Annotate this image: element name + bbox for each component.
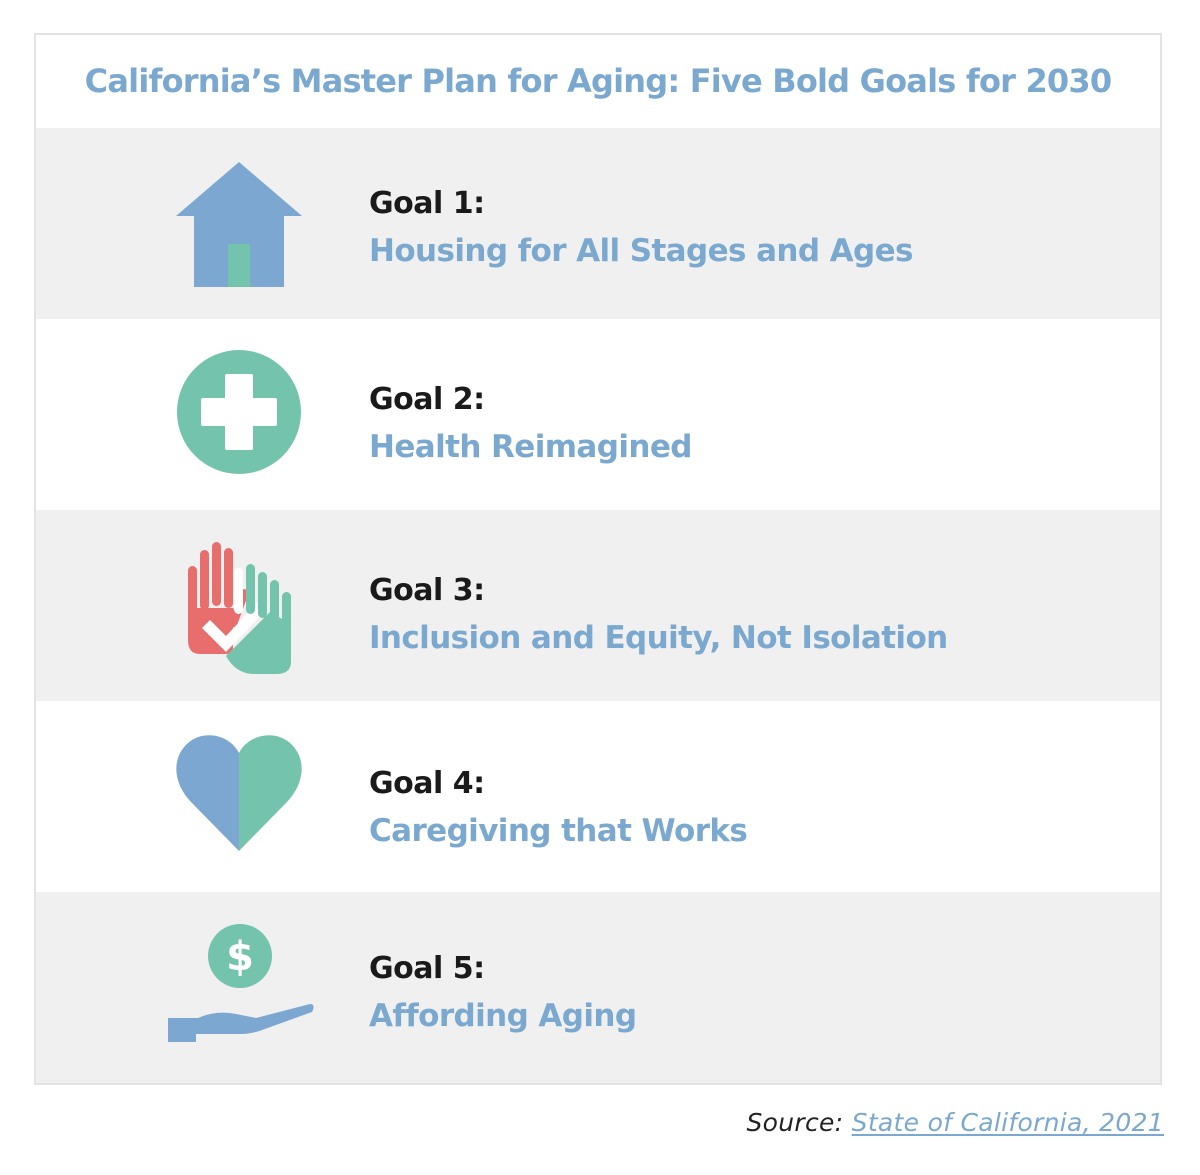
goal-label: Goal 4: [369, 766, 485, 801]
goal-row-4: Goal 4: Caregiving that Works [36, 701, 1160, 892]
goal-name: Inclusion and Equity, Not Isolation [369, 620, 948, 656]
goal-row-3: Goal 3: Inclusion and Equity, Not Isolat… [36, 510, 1160, 701]
raised-hands-icon [164, 528, 314, 678]
goal-text-2: Goal 2: Health Reimagined [369, 381, 692, 467]
goal-row-1: Goal 1: Housing for All Stages and Ages [36, 128, 1160, 319]
house-icon [164, 150, 314, 300]
goal-row-5: $ Goal 5: Affording Aging [36, 892, 1160, 1083]
svg-text:$: $ [226, 934, 254, 980]
goal-label: Goal 2: [369, 382, 485, 417]
dollar-hand-icon: $ [156, 912, 326, 1062]
goal-name: Affording Aging [369, 998, 637, 1034]
goal-label: Goal 1: [369, 186, 485, 221]
title-bar: California’s Master Plan for Aging: Five… [36, 35, 1160, 128]
medical-cross-icon [164, 337, 314, 487]
goals-panel: California’s Master Plan for Aging: Five… [34, 33, 1162, 1085]
source-prefix: Source: [746, 1108, 852, 1137]
goal-row-2: Goal 2: Health Reimagined [36, 319, 1160, 510]
heart-icon [164, 719, 314, 869]
goal-label: Goal 3: [369, 573, 485, 608]
goal-label: Goal 5: [369, 951, 485, 986]
goal-text-3: Goal 3: Inclusion and Equity, Not Isolat… [369, 572, 948, 658]
goal-text-4: Goal 4: Caregiving that Works [369, 765, 748, 851]
goal-name: Health Reimagined [369, 429, 692, 465]
goal-text-5: Goal 5: Affording Aging [369, 950, 637, 1036]
goal-name: Housing for All Stages and Ages [369, 233, 914, 269]
source-link[interactable]: State of California, 2021 [851, 1108, 1164, 1137]
goal-name: Caregiving that Works [369, 813, 748, 849]
source-credit: Source: State of California, 2021 [746, 1108, 1164, 1137]
page-title: California’s Master Plan for Aging: Five… [84, 61, 1112, 100]
goal-text-1: Goal 1: Housing for All Stages and Ages [369, 185, 914, 271]
